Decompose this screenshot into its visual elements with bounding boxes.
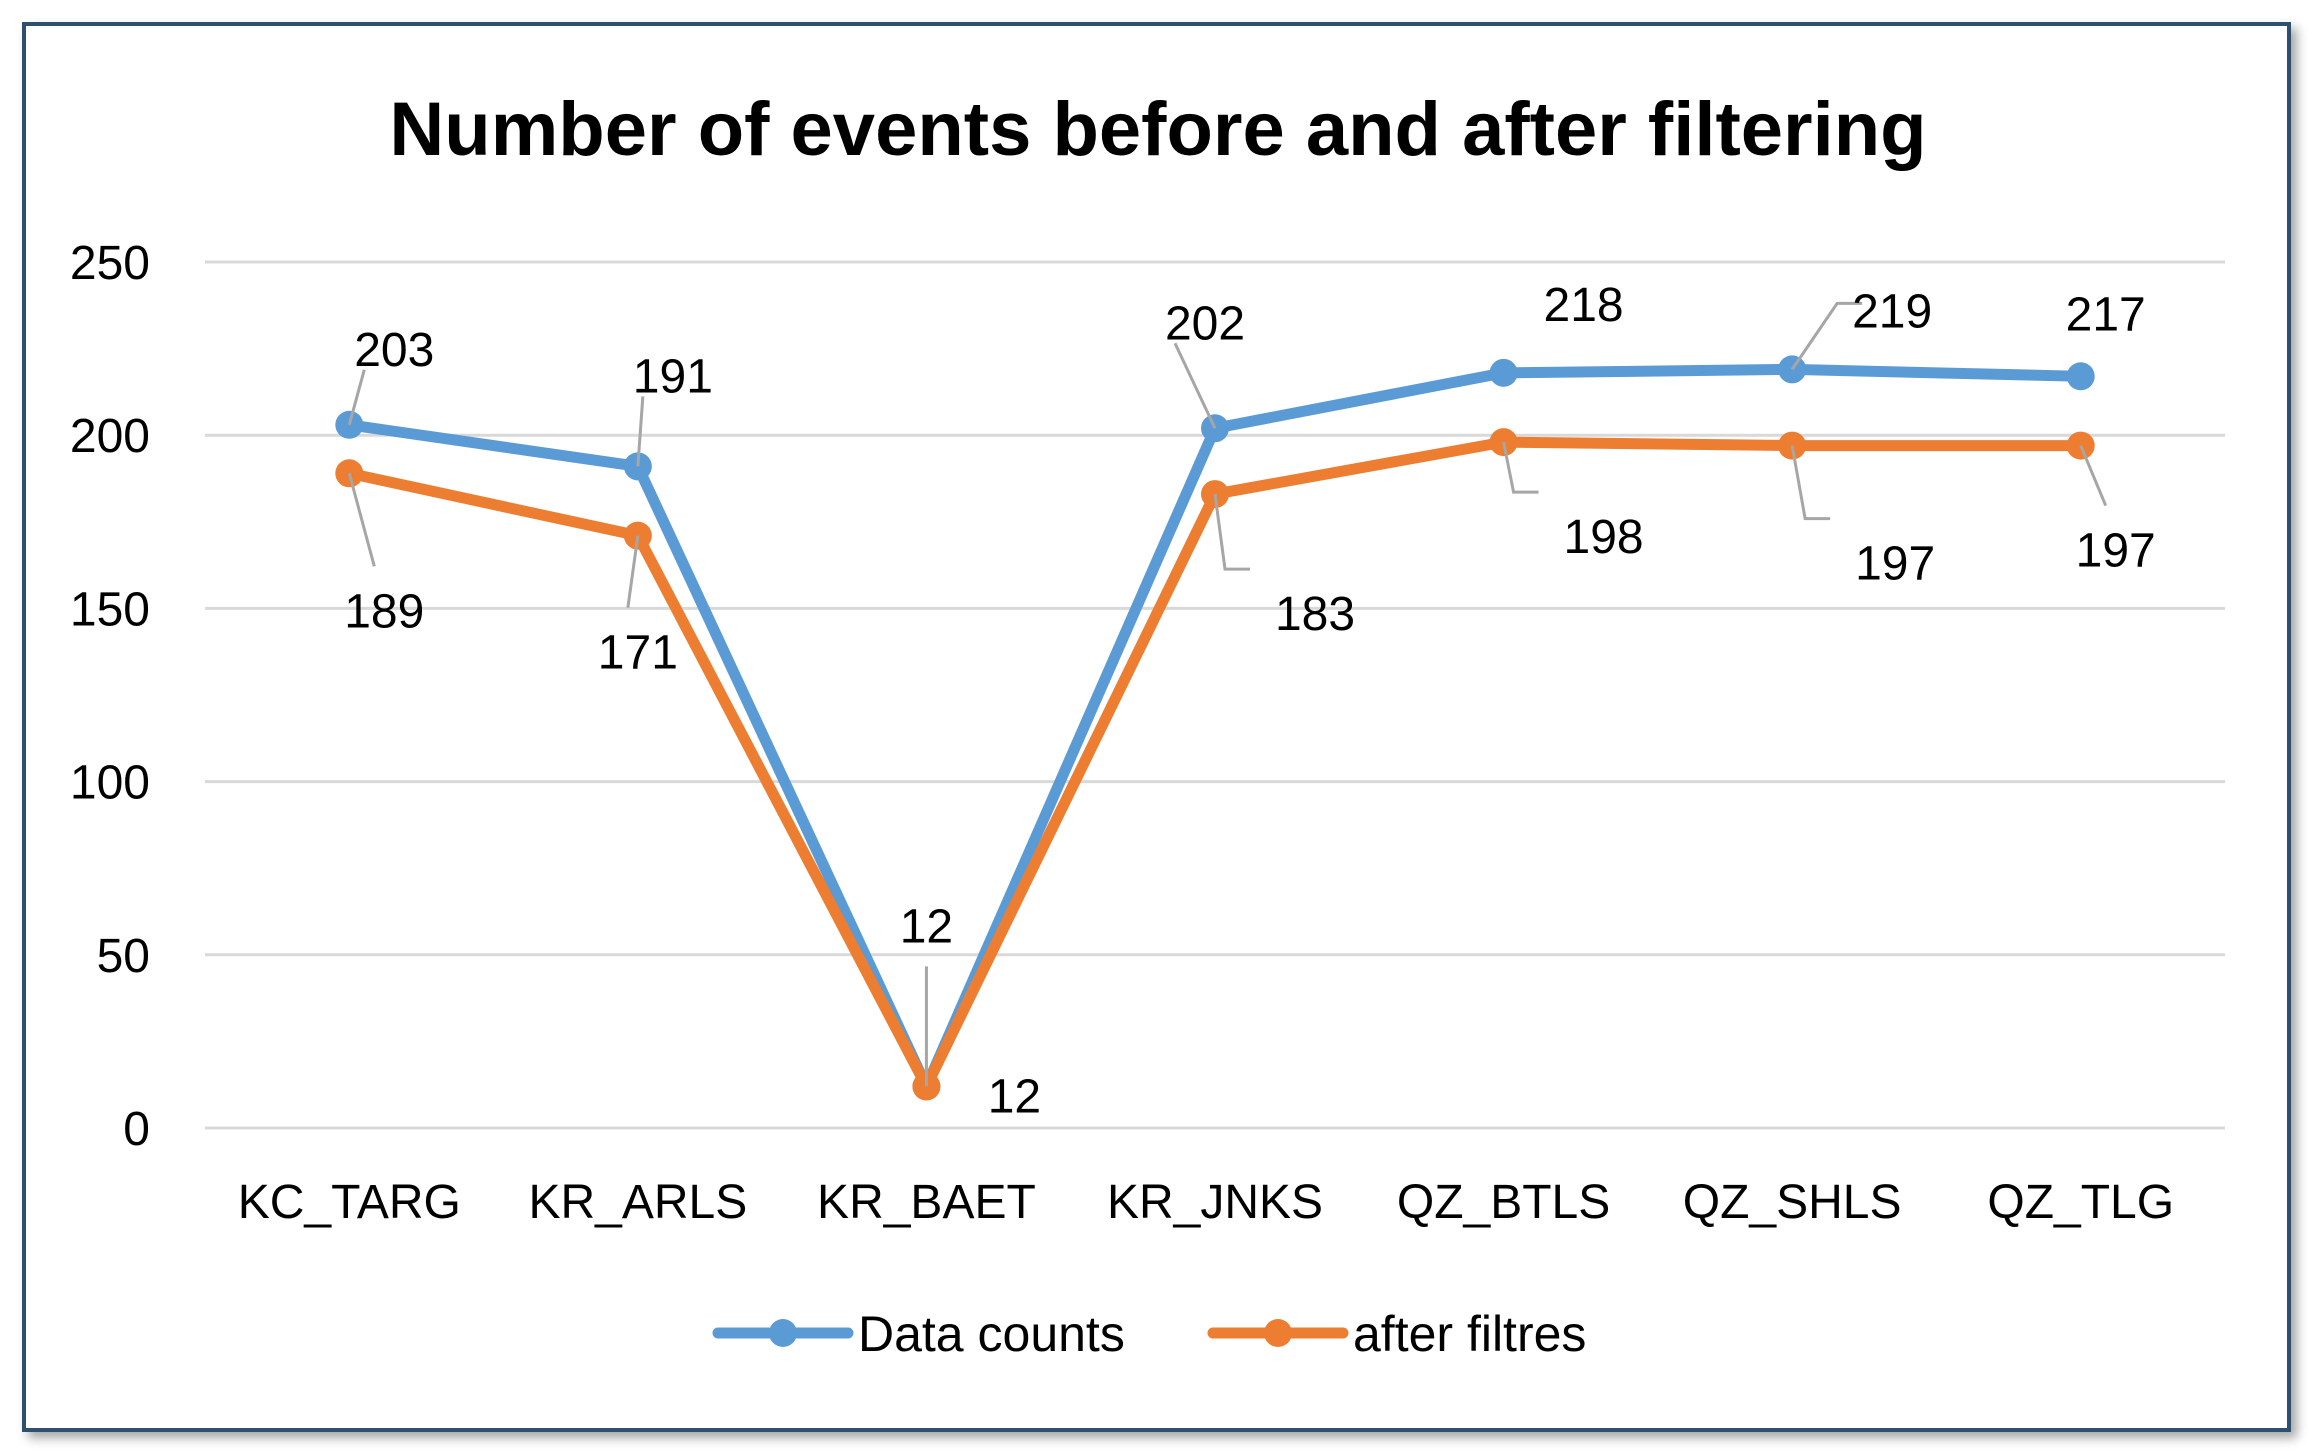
data-point (1489, 358, 1518, 387)
y-tick-label: 200 (70, 410, 150, 463)
data-label: 12 (988, 1070, 1041, 1123)
leader-line (1790, 445, 1831, 521)
leader-line (2079, 445, 2108, 507)
leader-line (1213, 493, 1250, 571)
leader-line (1502, 441, 1539, 494)
data-label: 12 (900, 900, 953, 953)
data-label: 217 (2066, 288, 2146, 341)
series-lines (335, 355, 2095, 1101)
x-tick-label: QZ_TLG (1987, 1176, 2174, 1229)
data-label: 189 (344, 585, 424, 638)
y-axis-ticks: 0 50 100 150 200 250 (70, 237, 150, 1156)
data-label: 198 (1564, 511, 1644, 564)
y-tick-label: 0 (123, 1103, 150, 1156)
leader-line (1173, 342, 1217, 429)
y-tick-label: 150 (70, 583, 150, 636)
legend: Data counts after filtres (712, 1306, 1586, 1362)
data-point (2066, 362, 2095, 391)
y-tick-label: 100 (70, 757, 150, 810)
x-tick-label: QZ_BTLS (1397, 1176, 1610, 1229)
x-tick-label: KC_TARG (238, 1176, 461, 1229)
legend-label: after filtres (1353, 1306, 1586, 1362)
data-label: 183 (1275, 588, 1355, 641)
leader-line (347, 472, 376, 567)
leader-line (347, 369, 366, 426)
leader-line (636, 396, 645, 467)
data-label: 197 (2076, 525, 2156, 578)
x-tick-label: KR_BAET (817, 1176, 1036, 1229)
gridlines (205, 260, 2225, 1130)
y-tick-label: 50 (97, 930, 150, 983)
leader-line (626, 535, 640, 608)
leader-line (1790, 301, 1863, 371)
x-tick-label: KR_ARLS (528, 1176, 747, 1229)
data-label: 197 (1855, 538, 1935, 591)
data-label: 171 (598, 627, 678, 680)
x-axis-ticks: KC_TARG KR_ARLS KR_BAET KR_JNKS QZ_BTLS QZ_SH… (238, 1176, 2174, 1229)
y-tick-label: 250 (70, 237, 150, 290)
data-label: 202 (1165, 297, 1245, 350)
legend-swatch-marker (1264, 1319, 1292, 1347)
chart-frame (22, 22, 2291, 1432)
x-tick-label: QZ_SHLS (1683, 1176, 1902, 1229)
data-label: 218 (1544, 279, 1624, 332)
x-tick-label: KR_JNKS (1107, 1176, 1323, 1229)
legend-swatch-marker (769, 1319, 797, 1347)
data-label: 203 (354, 324, 434, 377)
data-label: 191 (633, 350, 713, 403)
chart-title: Number of events before and after filter… (389, 87, 1926, 172)
series-line (343, 363, 2087, 1092)
data-label: 219 (1852, 285, 1932, 338)
series-line (343, 436, 2087, 1092)
data-labels: 203 191 12 202 218 219 217 189 171 12 183 198 197 197 (344, 279, 2156, 1124)
legend-label: Data counts (858, 1306, 1125, 1362)
